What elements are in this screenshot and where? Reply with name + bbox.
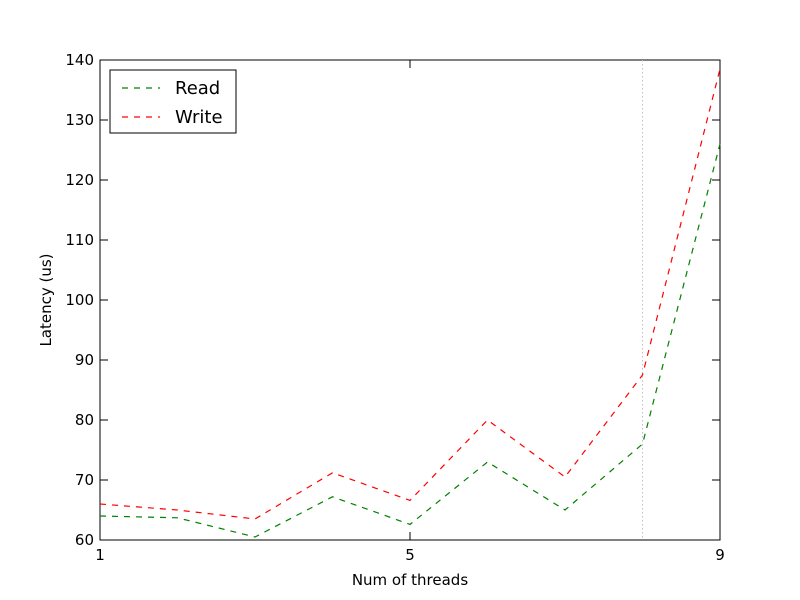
legend: Read Write	[109, 69, 237, 134]
y-tick-label: 90	[75, 351, 94, 369]
legend-label-write: Write	[175, 107, 223, 128]
legend-label-read: Read	[175, 78, 220, 99]
plot-area	[99, 59, 721, 541]
series-line-read	[99, 143, 721, 538]
x-axis-ticks: 1 5 9	[95, 60, 725, 564]
y-tick-label: 70	[75, 471, 94, 489]
x-tick-label: 5	[405, 546, 415, 564]
y-tick-label: 80	[75, 411, 94, 429]
y-tick-label: 110	[65, 231, 94, 249]
y-tick-label: 140	[65, 51, 94, 69]
y-tick-label: 120	[65, 171, 94, 189]
legend-box	[109, 69, 237, 134]
series-line-write	[99, 68, 721, 520]
plot-frame	[99, 59, 721, 541]
x-axis-label: Num of threads	[352, 571, 469, 589]
y-axis-ticks: 60 70 80 90 100 110 120 130 140	[65, 51, 720, 549]
x-tick-label: 1	[95, 546, 105, 564]
y-tick-label: 130	[65, 111, 94, 129]
y-axis-label: Latency (us)	[37, 253, 55, 346]
x-tick-label: 9	[715, 546, 725, 564]
y-tick-label: 60	[75, 531, 94, 549]
series-layer	[99, 68, 721, 538]
y-tick-label: 100	[65, 291, 94, 309]
